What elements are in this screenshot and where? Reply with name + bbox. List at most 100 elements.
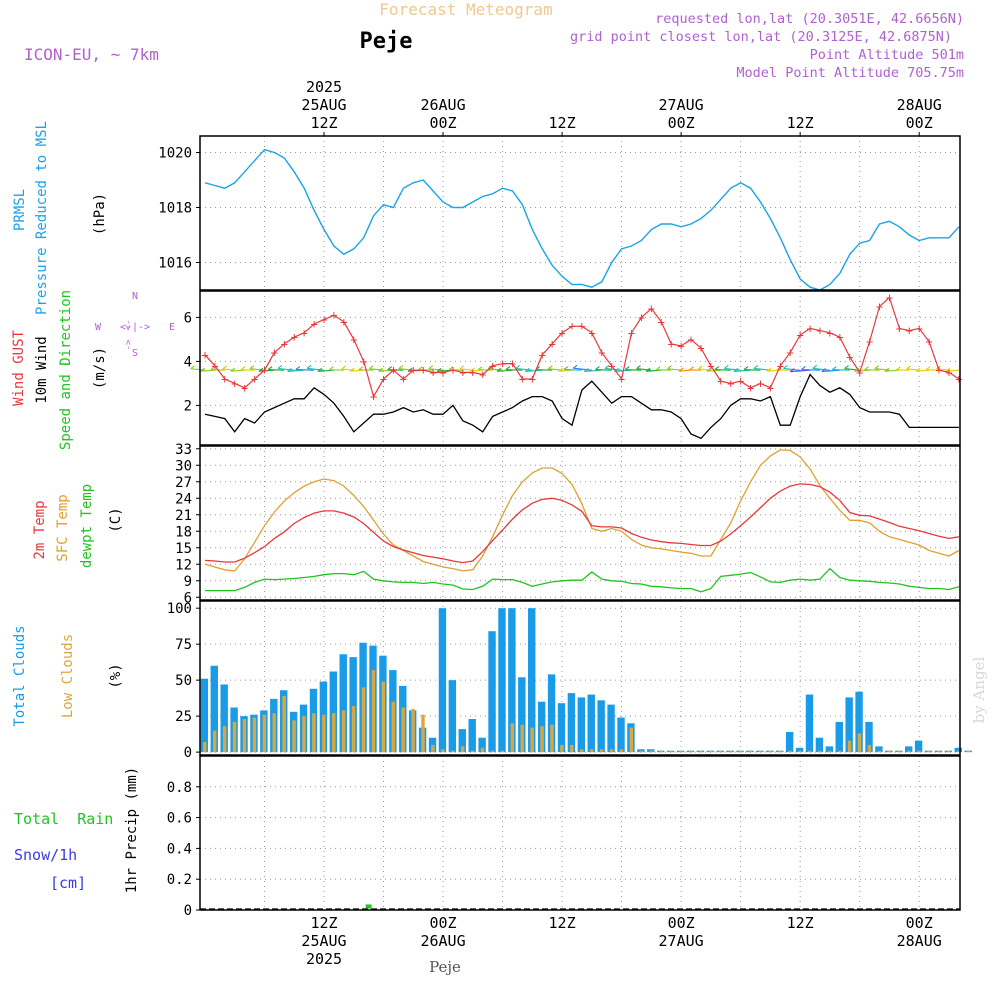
wind-arrow bbox=[679, 369, 692, 372]
wind-arrow bbox=[317, 369, 334, 372]
low-cloud-bar bbox=[361, 687, 366, 753]
low-cloud-bar bbox=[718, 750, 723, 753]
gust-marker: + bbox=[618, 372, 625, 386]
gust-marker: + bbox=[400, 372, 407, 386]
wind-arrow bbox=[398, 368, 414, 371]
low-cloud-bar bbox=[540, 726, 544, 753]
gust-marker: + bbox=[360, 354, 367, 368]
y-tick-label: 1018 bbox=[158, 201, 192, 217]
wind-arrow-head bbox=[874, 365, 880, 370]
wind-arrow bbox=[832, 368, 850, 371]
gust-marker: + bbox=[271, 346, 278, 360]
total-cloud-bar bbox=[597, 700, 605, 753]
low-cloud-bar bbox=[738, 750, 743, 753]
rain-legend: Total Rain Snow/1h [cm] 1hr Precip (mm) bbox=[14, 767, 140, 893]
time-label: 12Z bbox=[549, 914, 576, 932]
wind-arrow-head bbox=[418, 366, 423, 371]
panel-frames bbox=[199, 135, 961, 911]
low-cloud-bar bbox=[669, 750, 673, 753]
wind-arrow bbox=[667, 368, 682, 371]
wind-arrow bbox=[714, 369, 731, 371]
gust-marker: + bbox=[727, 376, 734, 390]
gust-marker: + bbox=[499, 357, 506, 371]
wind-arrow-head bbox=[487, 365, 493, 370]
y-tick-label: 4 bbox=[184, 354, 192, 370]
wind-arrow bbox=[595, 369, 612, 371]
time-label: 2025 bbox=[306, 78, 342, 96]
wind-arrow-head bbox=[645, 367, 651, 372]
wind-arrow-head bbox=[766, 367, 772, 372]
wind-arrow-head bbox=[358, 366, 364, 371]
low-cloud-bar bbox=[818, 750, 822, 753]
svg-text:<-|->: <-|-> bbox=[120, 322, 150, 333]
wind-arrow bbox=[515, 367, 533, 371]
wind-arrow-head bbox=[895, 366, 901, 371]
total-cloud-bar bbox=[339, 654, 347, 753]
gust-marker: + bbox=[787, 346, 794, 360]
wind-arrow-head bbox=[864, 366, 869, 371]
svg-text:S: S bbox=[132, 348, 138, 359]
wind-arrow bbox=[884, 369, 900, 372]
requested-coords: requested lon,lat (20.3051E, 42.6656N) bbox=[655, 11, 964, 27]
total-cloud-bar bbox=[468, 719, 476, 753]
wind-arrow bbox=[378, 369, 394, 372]
y-tick-label: 0.8 bbox=[167, 780, 192, 796]
gust-marker: + bbox=[370, 390, 377, 404]
wind-arrow bbox=[268, 369, 285, 371]
wind-arrow-head bbox=[317, 367, 323, 372]
time-label: 27AUG bbox=[659, 96, 704, 114]
gust-marker: + bbox=[598, 346, 605, 360]
total-cloud-bar bbox=[587, 694, 595, 753]
y-tick-label: 30 bbox=[175, 458, 192, 474]
wind-arrow-head bbox=[515, 364, 521, 369]
low-cloud-bar bbox=[907, 750, 911, 753]
model-label: ICON-EU, ~ 7km bbox=[24, 45, 159, 64]
low-cloud-bar bbox=[798, 750, 802, 753]
wind-speed-series bbox=[204, 373, 959, 440]
low-cloud-bar bbox=[937, 750, 941, 753]
wind-arrow bbox=[801, 368, 821, 371]
wind-arrow-head bbox=[258, 367, 264, 372]
low-cloud-bar bbox=[550, 724, 554, 753]
wind-arrow-head bbox=[678, 367, 684, 372]
wind-arrow bbox=[329, 369, 344, 371]
y-tick-label: 15 bbox=[175, 541, 192, 557]
model-point-altitude: Model Point Altitude 705.75m bbox=[736, 65, 964, 81]
wind-arrow-head bbox=[200, 367, 205, 372]
time-label: 12Z bbox=[549, 114, 576, 132]
wind-arrow bbox=[487, 368, 503, 371]
gust-marker: + bbox=[310, 317, 317, 331]
time-label: 2025 bbox=[306, 950, 342, 968]
low-cloud-bar bbox=[381, 681, 386, 753]
total-cloud-bar bbox=[448, 680, 457, 753]
gust-marker: + bbox=[519, 372, 526, 386]
wind-arrow-head bbox=[697, 365, 703, 370]
low-cloud-bar bbox=[659, 750, 663, 753]
gust-marker: + bbox=[955, 372, 962, 386]
wind-arrow-head bbox=[915, 367, 921, 372]
y-tick-label: 24 bbox=[175, 491, 192, 507]
low-cloud-bar bbox=[857, 733, 862, 753]
time-label: 12Z bbox=[310, 114, 337, 132]
svg-text:SFC Temp: SFC Temp bbox=[55, 494, 71, 561]
low-cloud-bar bbox=[441, 749, 445, 753]
gust-marker: + bbox=[797, 328, 804, 342]
svg-text:E: E bbox=[169, 322, 175, 333]
low-cloud-bar bbox=[431, 744, 435, 753]
low-cloud-bar bbox=[530, 727, 534, 753]
gust-marker: + bbox=[836, 330, 843, 344]
time-label: 26AUG bbox=[420, 96, 465, 114]
wind-arrow bbox=[249, 368, 265, 371]
prmsl-label: PRMSL Pressure Reduced to MSL (hPa) bbox=[12, 121, 108, 315]
wind-arrow-head bbox=[267, 366, 273, 371]
wind-arrow-head bbox=[884, 367, 890, 372]
low-cloud-bar bbox=[252, 717, 257, 753]
low-cloud-bar bbox=[490, 750, 495, 753]
low-cloud-bar bbox=[966, 750, 971, 753]
wind-arrow-head bbox=[436, 367, 442, 372]
wind-arrow bbox=[864, 369, 880, 371]
wind-arrow-head bbox=[277, 364, 283, 369]
wind-arrow-head bbox=[812, 364, 818, 369]
total-cloud-bar bbox=[329, 671, 338, 753]
